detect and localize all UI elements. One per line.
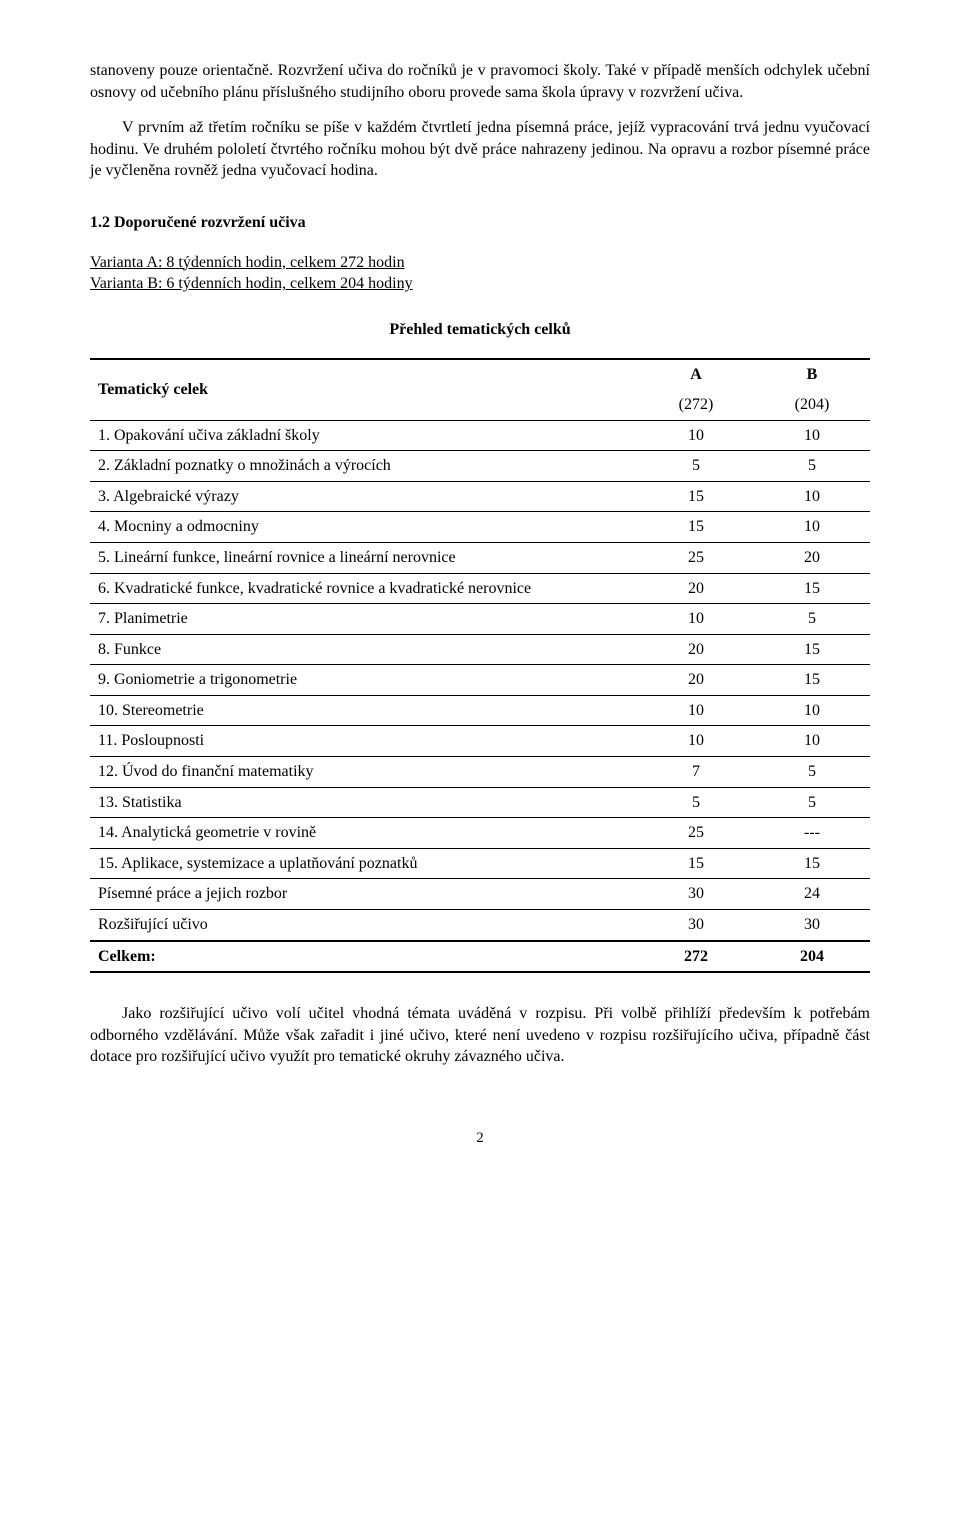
table-row: Písemné práce a jejich rozbor3024: [90, 879, 870, 910]
row-val-b: 15: [754, 848, 870, 879]
row-val-b: 5: [754, 604, 870, 635]
closing-paragraph: Jako rozšiřující učivo volí učitel vhodn…: [90, 1003, 870, 1068]
row-val-b: 10: [754, 512, 870, 543]
row-name: 2. Základní poznatky o množinách a výroc…: [90, 451, 638, 482]
row-val-b: 10: [754, 420, 870, 451]
row-val-a: 10: [638, 695, 754, 726]
table-row: 7. Planimetrie105: [90, 604, 870, 635]
row-name: 15. Aplikace, systemizace a uplatňování …: [90, 848, 638, 879]
section-heading: 1.2 Doporučené rozvržení učiva: [90, 212, 870, 234]
row-val-a: 10: [638, 726, 754, 757]
row-name: 3. Algebraické výrazy: [90, 481, 638, 512]
table-title: Přehled tematických celků: [90, 319, 870, 341]
row-val-a: 15: [638, 481, 754, 512]
row-name: 13. Statistika: [90, 787, 638, 818]
total-b: 204: [754, 941, 870, 973]
row-val-b: 5: [754, 757, 870, 788]
row-val-b: 20: [754, 542, 870, 573]
row-val-b: 30: [754, 910, 870, 941]
total-label: Celkem:: [90, 941, 638, 973]
table-row: 3. Algebraické výrazy1510: [90, 481, 870, 512]
row-val-a: 5: [638, 451, 754, 482]
row-val-a: 10: [638, 420, 754, 451]
table-row: 4. Mocniny a odmocniny1510: [90, 512, 870, 543]
table-row: 15. Aplikace, systemizace a uplatňování …: [90, 848, 870, 879]
table-row: 14. Analytická geometrie v rovině25---: [90, 818, 870, 849]
row-val-b: 15: [754, 665, 870, 696]
row-name: 12. Úvod do finanční matematiky: [90, 757, 638, 788]
row-name: 11. Posloupnosti: [90, 726, 638, 757]
table-row: 9. Goniometrie a trigonometrie2015: [90, 665, 870, 696]
table-row: 5. Lineární funkce, lineární rovnice a l…: [90, 542, 870, 573]
row-val-a: 20: [638, 573, 754, 604]
row-val-b: 24: [754, 879, 870, 910]
header-cell-a: A: [638, 359, 754, 390]
intro-paragraph-2: V prvním až třetím ročníku se píše v kaž…: [90, 117, 870, 182]
row-name: 1. Opakování učiva základní školy: [90, 420, 638, 451]
header-sub-a: (272): [638, 390, 754, 420]
header-cell-b: B: [754, 359, 870, 390]
row-name: 9. Goniometrie a trigonometrie: [90, 665, 638, 696]
row-val-a: 25: [638, 818, 754, 849]
table-row: 13. Statistika55: [90, 787, 870, 818]
row-val-a: 7: [638, 757, 754, 788]
table-row: 1. Opakování učiva základní školy1010: [90, 420, 870, 451]
row-val-a: 10: [638, 604, 754, 635]
row-name: 4. Mocniny a odmocniny: [90, 512, 638, 543]
row-val-a: 20: [638, 665, 754, 696]
row-val-b: 15: [754, 573, 870, 604]
row-val-a: 15: [638, 512, 754, 543]
total-a: 272: [638, 941, 754, 973]
table-row: 6. Kvadratické funkce, kvadratické rovni…: [90, 573, 870, 604]
header-cell-topic: Tematický celek: [90, 359, 638, 420]
row-val-b: 5: [754, 787, 870, 818]
row-name: 5. Lineární funkce, lineární rovnice a l…: [90, 542, 638, 573]
row-val-a: 25: [638, 542, 754, 573]
variant-a-line: Varianta A: 8 týdenních hodin, celkem 27…: [90, 252, 870, 274]
overview-table: Tematický celek A B (272) (204) 1. Opako…: [90, 358, 870, 973]
row-val-a: 15: [638, 848, 754, 879]
row-name: 6. Kvadratické funkce, kvadratické rovni…: [90, 573, 638, 604]
header-sub-b: (204): [754, 390, 870, 420]
variant-b-line: Varianta B: 6 týdenních hodin, celkem 20…: [90, 273, 870, 295]
row-val-b: ---: [754, 818, 870, 849]
table-row: 11. Posloupnosti1010: [90, 726, 870, 757]
row-val-b: 5: [754, 451, 870, 482]
row-name: 10. Stereometrie: [90, 695, 638, 726]
table-row: 2. Základní poznatky o množinách a výroc…: [90, 451, 870, 482]
row-val-a: 5: [638, 787, 754, 818]
table-row: 8. Funkce2015: [90, 634, 870, 665]
row-val-a: 30: [638, 879, 754, 910]
intro-paragraph-1: stanoveny pouze orientačně. Rozvržení uč…: [90, 60, 870, 103]
table-row: Rozšiřující učivo3030: [90, 910, 870, 941]
table-row: 10. Stereometrie1010: [90, 695, 870, 726]
row-val-a: 30: [638, 910, 754, 941]
row-val-b: 10: [754, 695, 870, 726]
row-val-a: 20: [638, 634, 754, 665]
page-number: 2: [90, 1128, 870, 1148]
row-name: 7. Planimetrie: [90, 604, 638, 635]
row-name: Písemné práce a jejich rozbor: [90, 879, 638, 910]
row-val-b: 15: [754, 634, 870, 665]
table-row: 12. Úvod do finanční matematiky75: [90, 757, 870, 788]
row-name: 8. Funkce: [90, 634, 638, 665]
row-val-b: 10: [754, 726, 870, 757]
row-name: 14. Analytická geometrie v rovině: [90, 818, 638, 849]
row-val-b: 10: [754, 481, 870, 512]
row-name: Rozšiřující učivo: [90, 910, 638, 941]
